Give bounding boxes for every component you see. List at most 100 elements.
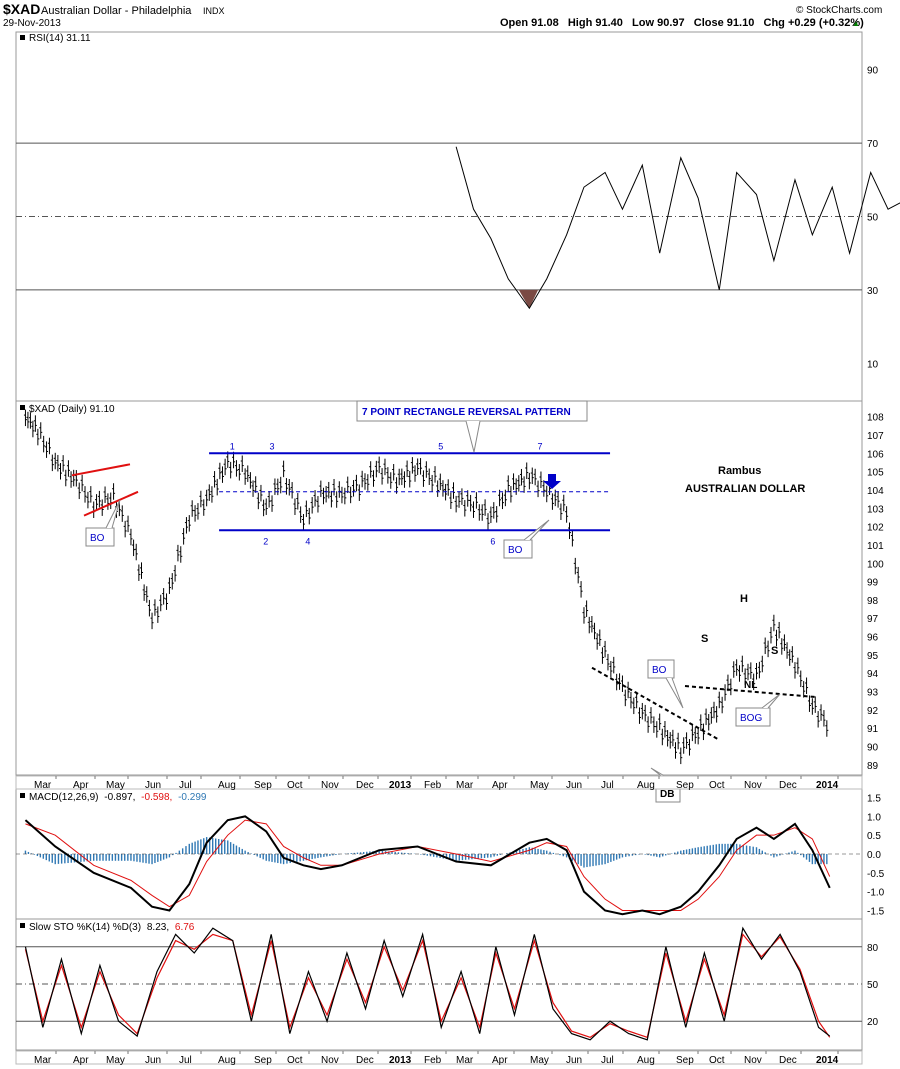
x-axis-month-label: Jul [179, 780, 192, 791]
callout-box [85, 527, 115, 547]
price-ytick-label: 104 [867, 486, 884, 497]
macd-ytick-label: 1.5 [867, 794, 881, 805]
instrument-name: Australian Dollar - Philadelphia [41, 5, 192, 17]
x-axis-month-label: May [106, 1055, 125, 1066]
rsi-ytick-label: 70 [867, 139, 879, 150]
macd-ytick-label: 0.5 [867, 831, 881, 842]
date-label: 29-Nov-2013 [3, 18, 61, 29]
pattern-point-label: 6 [490, 536, 495, 546]
x-axis-month-label: Jun [566, 780, 582, 791]
price-legend-text: $XAD (Daily) 91.10 [29, 404, 115, 415]
x-axis-month-label: Aug [637, 1055, 655, 1066]
price-ytick-label: 98 [867, 596, 879, 607]
rsi-panel: 90 70 50 30 10 [16, 66, 900, 370]
x-axis-month-label: Sep [676, 780, 694, 791]
x-axis-month-label: May [530, 780, 549, 791]
x-axis-month-label: 2014 [816, 780, 839, 791]
callout-pointer [665, 677, 684, 709]
price-ytick-label: 102 [867, 523, 884, 534]
callout-box [735, 707, 771, 727]
sto-k-value: 8.23, [147, 922, 169, 933]
x-axis-month-label: Jul [601, 1055, 614, 1066]
price-ytick-label: 108 [867, 413, 884, 424]
symbol-label: $XAD [3, 1, 40, 17]
x-axis-month-label: Sep [254, 1055, 272, 1066]
x-axis-month-label: Nov [744, 1055, 762, 1066]
rsi-legend-swatch [20, 35, 25, 40]
sto-k-line [24, 926, 831, 1041]
price-ytick-label: 93 [867, 688, 879, 699]
price-ytick-label: 99 [867, 578, 879, 589]
x-axis-band [15, 775, 863, 790]
pattern-title-text: 7 POINT RECTANGLE REVERSAL PATTERN [362, 407, 571, 418]
x-axis-month-label: 2014 [816, 1055, 839, 1066]
x-axis-month-label: Nov [321, 780, 339, 791]
macd-ytick-label: -1.5 [867, 906, 885, 917]
macd-signal-line [25, 819, 831, 911]
price-ytick-label: 105 [867, 468, 884, 479]
x-axis-month-label: May [530, 1055, 549, 1066]
callout-label: BO [508, 545, 523, 556]
rsi-legend: RSI(14) 31.11 [20, 33, 91, 44]
x-axis-month-label: Feb [424, 1055, 442, 1066]
x-axis-month-label: Feb [424, 780, 442, 791]
price-ytick-label: 95 [867, 651, 879, 662]
downtrend-dashed-line [591, 666, 719, 741]
callout-box [503, 539, 533, 559]
sto-legend-text: Slow STO %K(14) %D(3) 8.23, 6.76 [29, 922, 195, 933]
x-axis-month-label: 2013 [389, 1055, 412, 1066]
x-axis-month-label: Oct [709, 780, 725, 791]
price-legend-swatch [20, 405, 25, 410]
x-axis-month-label: Nov [744, 780, 762, 791]
callout-pointer [523, 519, 550, 541]
x-axis-month-label: Mar [456, 1055, 474, 1066]
stochastic-legend: Slow STO %K(14) %D(3) 8.23, 6.76 [20, 922, 195, 933]
x-axis-month-label: Apr [73, 1055, 89, 1066]
macd-line [24, 815, 831, 916]
x-axis-month-label: Dec [779, 780, 797, 791]
sto-legend-swatch [20, 923, 25, 928]
x-axis-month-label: Jun [566, 1055, 582, 1066]
x-axis-month-label: Mar [456, 780, 474, 791]
macd-ytick-label: 1.0 [867, 812, 881, 823]
x-axis-month-label: Sep [676, 1055, 694, 1066]
price-ytick-label: 90 [867, 743, 879, 754]
rsi-ytick-label: 50 [867, 213, 879, 224]
price-ytick-label: 91 [867, 724, 879, 735]
price-ytick-label: 97 [867, 614, 879, 625]
x-axis-month-label: 2013 [389, 780, 412, 791]
chart-subject-label: AUSTRALIAN DOLLAR [685, 483, 805, 495]
price-ytick-label: 101 [867, 541, 884, 552]
head-shoulders-label: S [771, 645, 778, 657]
pattern-point-label: 4 [305, 536, 310, 546]
head-shoulders-label: S [701, 633, 708, 645]
price-ytick-label: 106 [867, 449, 884, 460]
sto-ytick-label: 50 [867, 980, 879, 991]
x-axis-month-label: May [106, 780, 125, 791]
x-axes: Mar Apr May Jun Jul Aug Sep Oct Nov Dec 2013 Feb Mar… [15, 775, 863, 1066]
x-axis-band [15, 1050, 863, 1065]
price-ytick-label: 103 [867, 504, 884, 515]
x-axis-month-label: Jul [601, 780, 614, 791]
pattern-point-label: 5 [438, 441, 443, 451]
x-axis-month-label: Nov [321, 1055, 339, 1066]
price-ytick-label: 100 [867, 559, 884, 570]
price-panel-frame [15, 400, 863, 776]
pattern-point-label: 1 [230, 441, 235, 451]
x-axis-month-label: Mar [34, 1055, 52, 1066]
head-shoulders-label: H [740, 593, 748, 605]
price-ytick-label: 107 [867, 431, 884, 442]
sto-d-line [24, 933, 831, 1039]
copyright-label: © StockCharts.com [796, 5, 882, 16]
x-axis-month-label: Apr [73, 780, 89, 791]
rsi-ytick-label: 30 [867, 286, 879, 297]
ohlc-readout: Open 91.08 High 91.40 Low 90.97 Close 91… [500, 17, 864, 29]
x-axis-month-label: Jul [179, 1055, 192, 1066]
chart-author-label: Rambus [718, 465, 761, 477]
sto-ytick-label: 20 [867, 1017, 879, 1028]
x-axis-month-label: Aug [218, 780, 236, 791]
macd-signal-value: -0.598, [141, 792, 172, 803]
price-ytick-label: 94 [867, 669, 879, 680]
x-axis-month-label: Dec [356, 1055, 374, 1066]
